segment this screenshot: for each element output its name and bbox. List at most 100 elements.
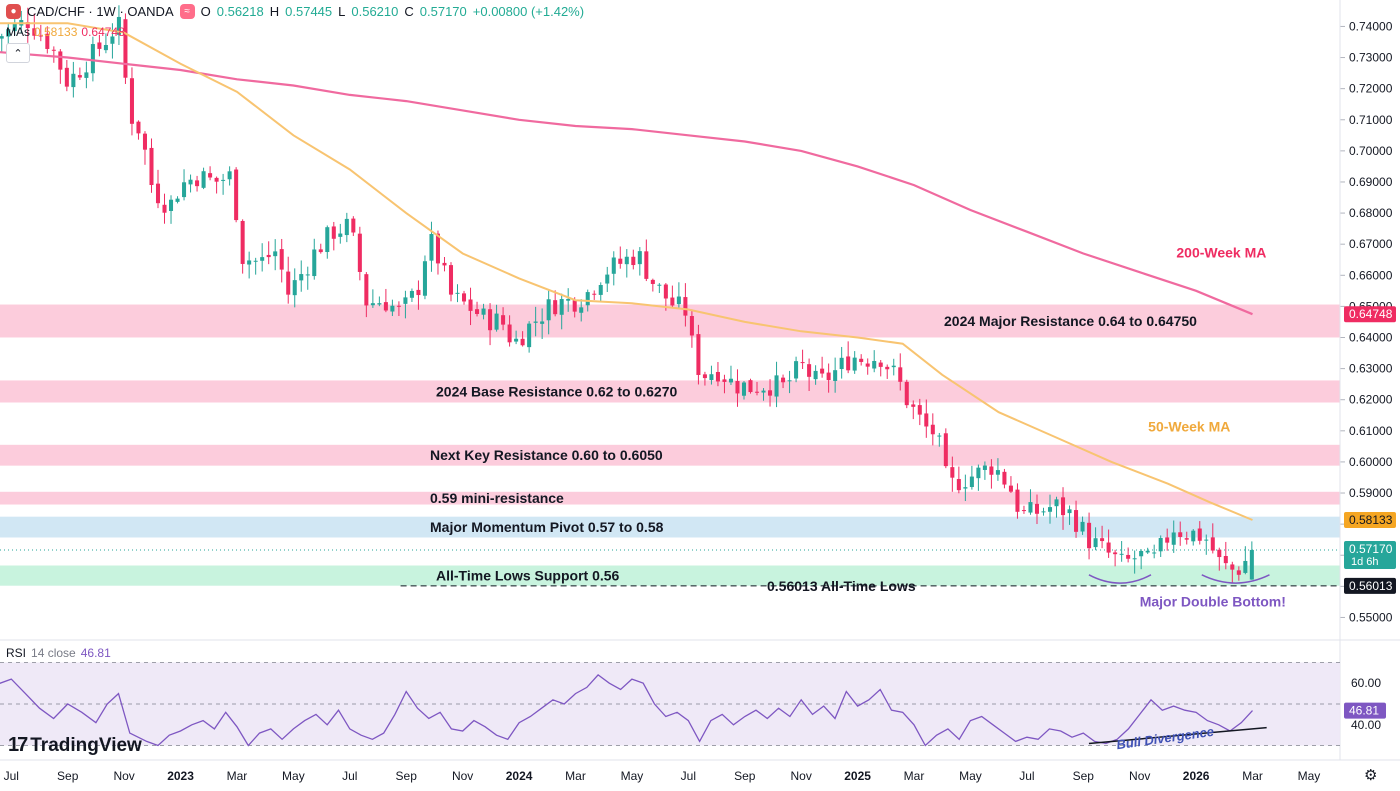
zone-resistance: [0, 444, 1340, 466]
candle-body: [1119, 553, 1124, 555]
zone-label: Major Momentum Pivot 0.57 to 0.58: [430, 519, 664, 535]
symbol-title[interactable]: CAD/CHF · 1W · OANDA: [27, 4, 174, 19]
candle-body: [71, 73, 76, 88]
candle-body: [312, 249, 317, 277]
candle-body: [1054, 499, 1059, 507]
candle-body: [696, 334, 701, 375]
candle-body: [338, 233, 343, 237]
zone-label: 2024 Base Resistance 0.62 to 0.6270: [436, 383, 677, 399]
candle-body: [292, 280, 297, 296]
candle-body: [807, 364, 812, 377]
time-tick-label: Nov: [791, 769, 812, 783]
candle-body: [273, 251, 278, 257]
candle-body: [344, 218, 349, 236]
candle-body: [943, 433, 948, 467]
candle-body: [396, 305, 401, 307]
time-tick-label: Nov: [1129, 769, 1150, 783]
zone-resistance: [0, 304, 1340, 338]
time-tick-label: Jul: [681, 769, 696, 783]
candle-body: [77, 75, 82, 78]
candle-body: [689, 316, 694, 336]
price-tick-label: 0.59000: [1349, 486, 1393, 500]
close-value: 0.57170: [419, 4, 467, 19]
candle-body: [1217, 549, 1222, 558]
tradingview-logo[interactable]: 17 TradingView: [8, 734, 142, 757]
candle-body: [872, 360, 877, 369]
settings-gear-icon[interactable]: ⚙: [1364, 767, 1378, 784]
candle-body: [253, 260, 258, 262]
candle-body: [448, 265, 454, 295]
collapse-chevron-up-icon[interactable]: ⌃: [6, 43, 30, 63]
candle-body: [1113, 552, 1118, 555]
price-axis-label-bg: [1344, 577, 1396, 594]
candle-body: [195, 180, 200, 187]
candle-body: [598, 285, 603, 295]
open-label: O: [200, 4, 211, 19]
candle-body: [1230, 564, 1235, 570]
candle-body: [142, 133, 147, 150]
candle-body: [442, 262, 447, 266]
candle-body: [715, 371, 720, 382]
candle-body: [1132, 558, 1137, 560]
double-bottom-arc-left: [1088, 574, 1152, 584]
time-tick-label: May: [959, 769, 982, 783]
candle-body: [1100, 538, 1105, 542]
ma50-legend-value: 0.58133: [34, 25, 78, 39]
candle-body: [637, 251, 642, 265]
candle-body: [435, 233, 440, 264]
price-tick-label: 0.62000: [1349, 393, 1393, 407]
candle-body: [364, 274, 369, 306]
candle-body: [1197, 528, 1202, 541]
rsi-legend-value: 46.81: [80, 646, 111, 660]
candle-body: [1184, 538, 1189, 540]
candle-body: [969, 476, 974, 488]
price-tick-label: 0.60000: [1349, 455, 1393, 469]
price-tick-label: 0.66000: [1349, 268, 1393, 282]
candle-body: [859, 358, 864, 362]
change-value: +0.00800 (+1.42%): [472, 4, 585, 19]
candle-body: [403, 297, 408, 304]
candle-body: [169, 199, 174, 211]
price-tick-label: 0.71000: [1349, 113, 1393, 127]
candle-body: [885, 366, 890, 370]
candle-body: [461, 293, 467, 302]
candle-body: [0, 36, 4, 39]
bar-style-icon[interactable]: ≈: [179, 4, 195, 19]
candle-body: [240, 220, 245, 264]
mas-legend[interactable]: MAs 0.58133 0.64748: [6, 25, 125, 39]
cad-flag-icon: ●: [6, 4, 21, 19]
rsi-label: RSI: [6, 646, 27, 660]
candle-body: [357, 233, 362, 272]
candle-body: [781, 377, 786, 383]
time-tick-label: Nov: [113, 769, 134, 783]
candle-body: [370, 303, 375, 306]
mas-label: MAs: [6, 25, 30, 39]
candle-body: [260, 257, 265, 261]
candle-body: [995, 470, 1000, 475]
candle-body: [794, 361, 799, 379]
candle-body: [383, 302, 388, 311]
price-axis-label-bg: [1344, 306, 1396, 323]
candle-body: [494, 313, 499, 330]
candle-body: [768, 390, 773, 396]
high-label: H: [269, 4, 280, 19]
rsi-legend[interactable]: RSI 14 close 46.81: [6, 646, 111, 660]
candle-body: [592, 293, 597, 295]
candle-body: [904, 381, 909, 406]
zone-resistance: [0, 491, 1340, 505]
price-axis: 0.74000 0.73000 0.72000 0.71000 0.70000 0.690…: [1339, 0, 1396, 760]
price-axis-label-bg: [1344, 511, 1396, 528]
candle-body: [305, 274, 310, 276]
time-tick-label: Sep: [734, 769, 756, 783]
candle-body: [722, 379, 727, 382]
candle-body: [676, 296, 681, 305]
time-tick-label: Jul: [4, 769, 19, 783]
candle-body: [45, 33, 50, 49]
candle-body: [331, 226, 336, 239]
candle-body: [390, 305, 395, 312]
candle-body: [813, 370, 818, 380]
candle-body: [585, 292, 590, 306]
time-tick-label: Sep: [396, 769, 418, 783]
